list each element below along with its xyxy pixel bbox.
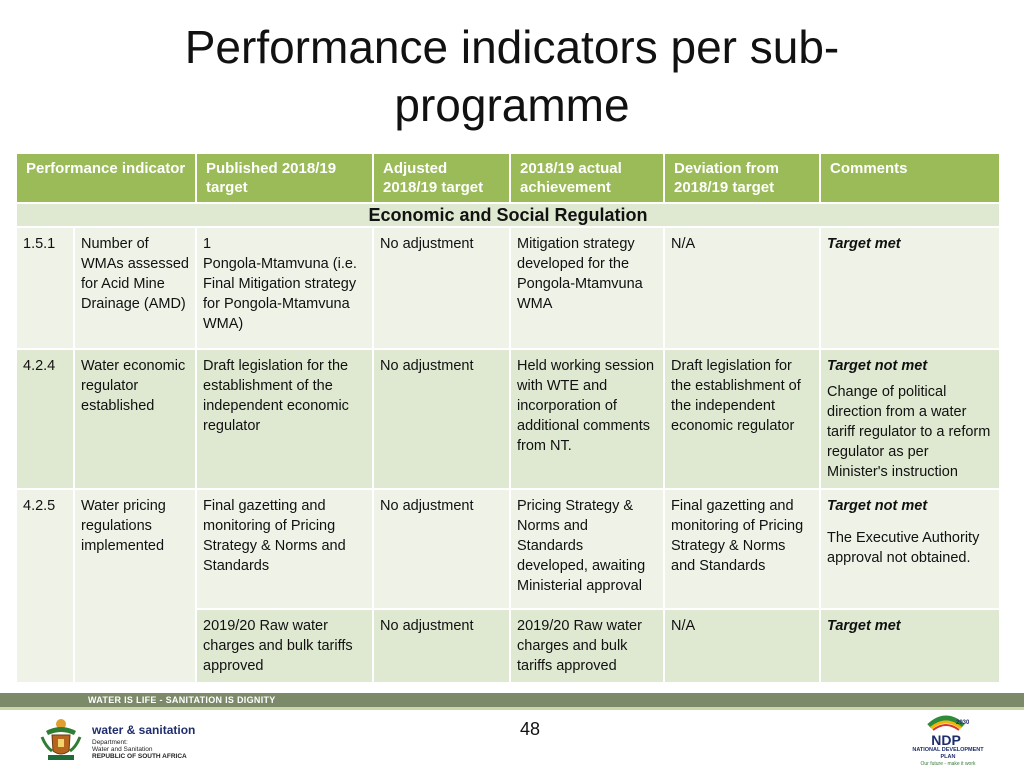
ndp-caption: NATIONAL DEVELOPMENT PLAN Our future - m… <box>906 747 990 767</box>
header-actual-achievement: 2018/19 actual achievement <box>509 152 665 204</box>
actual-achievement: Mitigation strategy developed for the Po… <box>509 226 665 350</box>
actual-achievement: 2019/20 Raw water charges and bulk tarif… <box>509 608 665 684</box>
footer-band-accent <box>0 707 1024 710</box>
department-line: Department: <box>92 739 128 746</box>
adjusted-target: No adjustment <box>372 226 511 350</box>
department-line: Water and Sanitation <box>92 746 153 753</box>
indicator-number: 4.2.4 <box>15 348 75 490</box>
published-target: Draft legislation for the establishment … <box>195 348 374 490</box>
indicator-number: 1.5.1 <box>15 226 75 350</box>
table-row: 4.2.4 Water economic regulator establish… <box>15 348 1001 490</box>
ndp-name: NATIONAL DEVELOPMENT PLAN <box>912 747 984 760</box>
adjusted-target: No adjustment <box>372 348 511 490</box>
table-row: 4.2.5 Water pricing regulations implemen… <box>15 488 1001 684</box>
header-deviation: Deviation from 2018/19 target <box>663 152 821 204</box>
department-name: water & sanitation <box>92 723 196 737</box>
header-comments: Comments <box>819 152 1001 204</box>
published-target: 2019/20 Raw water charges and bulk tarif… <box>195 608 374 684</box>
table-row: 2019/20 Raw water charges and bulk tarif… <box>16 608 1001 684</box>
comment-status: Target not met <box>827 498 928 514</box>
title-text: Performance indicators per sub- programm… <box>184 21 840 131</box>
comment-status: Target not met <box>827 358 928 374</box>
comments: Target not met The Executive Authority a… <box>819 488 1001 610</box>
table-row: 1.5.1 Number of WMAs assessed for Acid M… <box>15 226 1001 350</box>
performance-table: Performance indicator Published 2018/19 … <box>15 152 1001 684</box>
comments: Target met <box>819 608 1001 684</box>
published-target: Final gazetting and monitoring of Pricin… <box>195 488 374 610</box>
indicator-name: Number of WMAs assessed for Acid Mine Dr… <box>73 226 197 350</box>
deviation: Final gazetting and monitoring of Pricin… <box>663 488 821 610</box>
ndp-logo-icon: 2030 NDP <box>927 715 969 748</box>
ndp-abbr: NDP <box>931 732 961 748</box>
adjusted-target: No adjustment <box>372 488 511 610</box>
actual-achievement: Pricing Strategy & Norms and Standards d… <box>509 488 665 610</box>
deviation: N/A <box>663 226 821 350</box>
table-header-row: Performance indicator Published 2018/19 … <box>15 152 1001 204</box>
indicator-name: Water pricing regulations implemented <box>73 488 197 684</box>
department-subtitle: Department: Water and Sanitation REPUBLI… <box>92 739 187 760</box>
comments: Target not met Change of political direc… <box>819 348 1001 490</box>
comments: Target met <box>819 226 1001 350</box>
comment-text: The Executive Authority approval not obt… <box>827 530 980 566</box>
comment-status: Target met <box>827 618 901 634</box>
slide-title: Performance indicators per sub- programm… <box>0 18 1024 134</box>
department-line: REPUBLIC OF SOUTH AFRICA <box>92 753 187 760</box>
indicator-name: Water economic regulator established <box>73 348 197 490</box>
section-title: Economic and Social Regulation <box>15 202 1001 228</box>
adjusted-target: No adjustment <box>372 608 511 684</box>
published-target: 1 Pongola-Mtamvuna (i.e. Final Mitigatio… <box>195 226 374 350</box>
indicator-number: 4.2.5 <box>15 488 75 684</box>
footer-slogan: WATER IS LIFE - SANITATION IS DIGNITY <box>88 695 276 705</box>
coat-of-arms-icon <box>40 719 82 760</box>
ndp-tagline: Our future - make it work <box>920 761 976 767</box>
ndp-year: 2030 <box>956 720 969 726</box>
header-adjusted-target: Adjusted 2018/19 target <box>372 152 511 204</box>
deviation: N/A <box>663 608 821 684</box>
comment-status: Target met <box>827 236 901 252</box>
slide-number: 48 <box>520 719 541 739</box>
section-row: Economic and Social Regulation <box>15 202 1001 228</box>
header-published-target: Published 2018/19 target <box>195 152 374 204</box>
header-performance-indicator: Performance indicator <box>15 152 197 204</box>
deviation: Draft legislation for the establishment … <box>663 348 821 490</box>
footer-band <box>0 693 1024 707</box>
actual-achievement: Held working session with WTE and incorp… <box>509 348 665 490</box>
comment-text: Change of political direction from a wat… <box>827 384 991 480</box>
